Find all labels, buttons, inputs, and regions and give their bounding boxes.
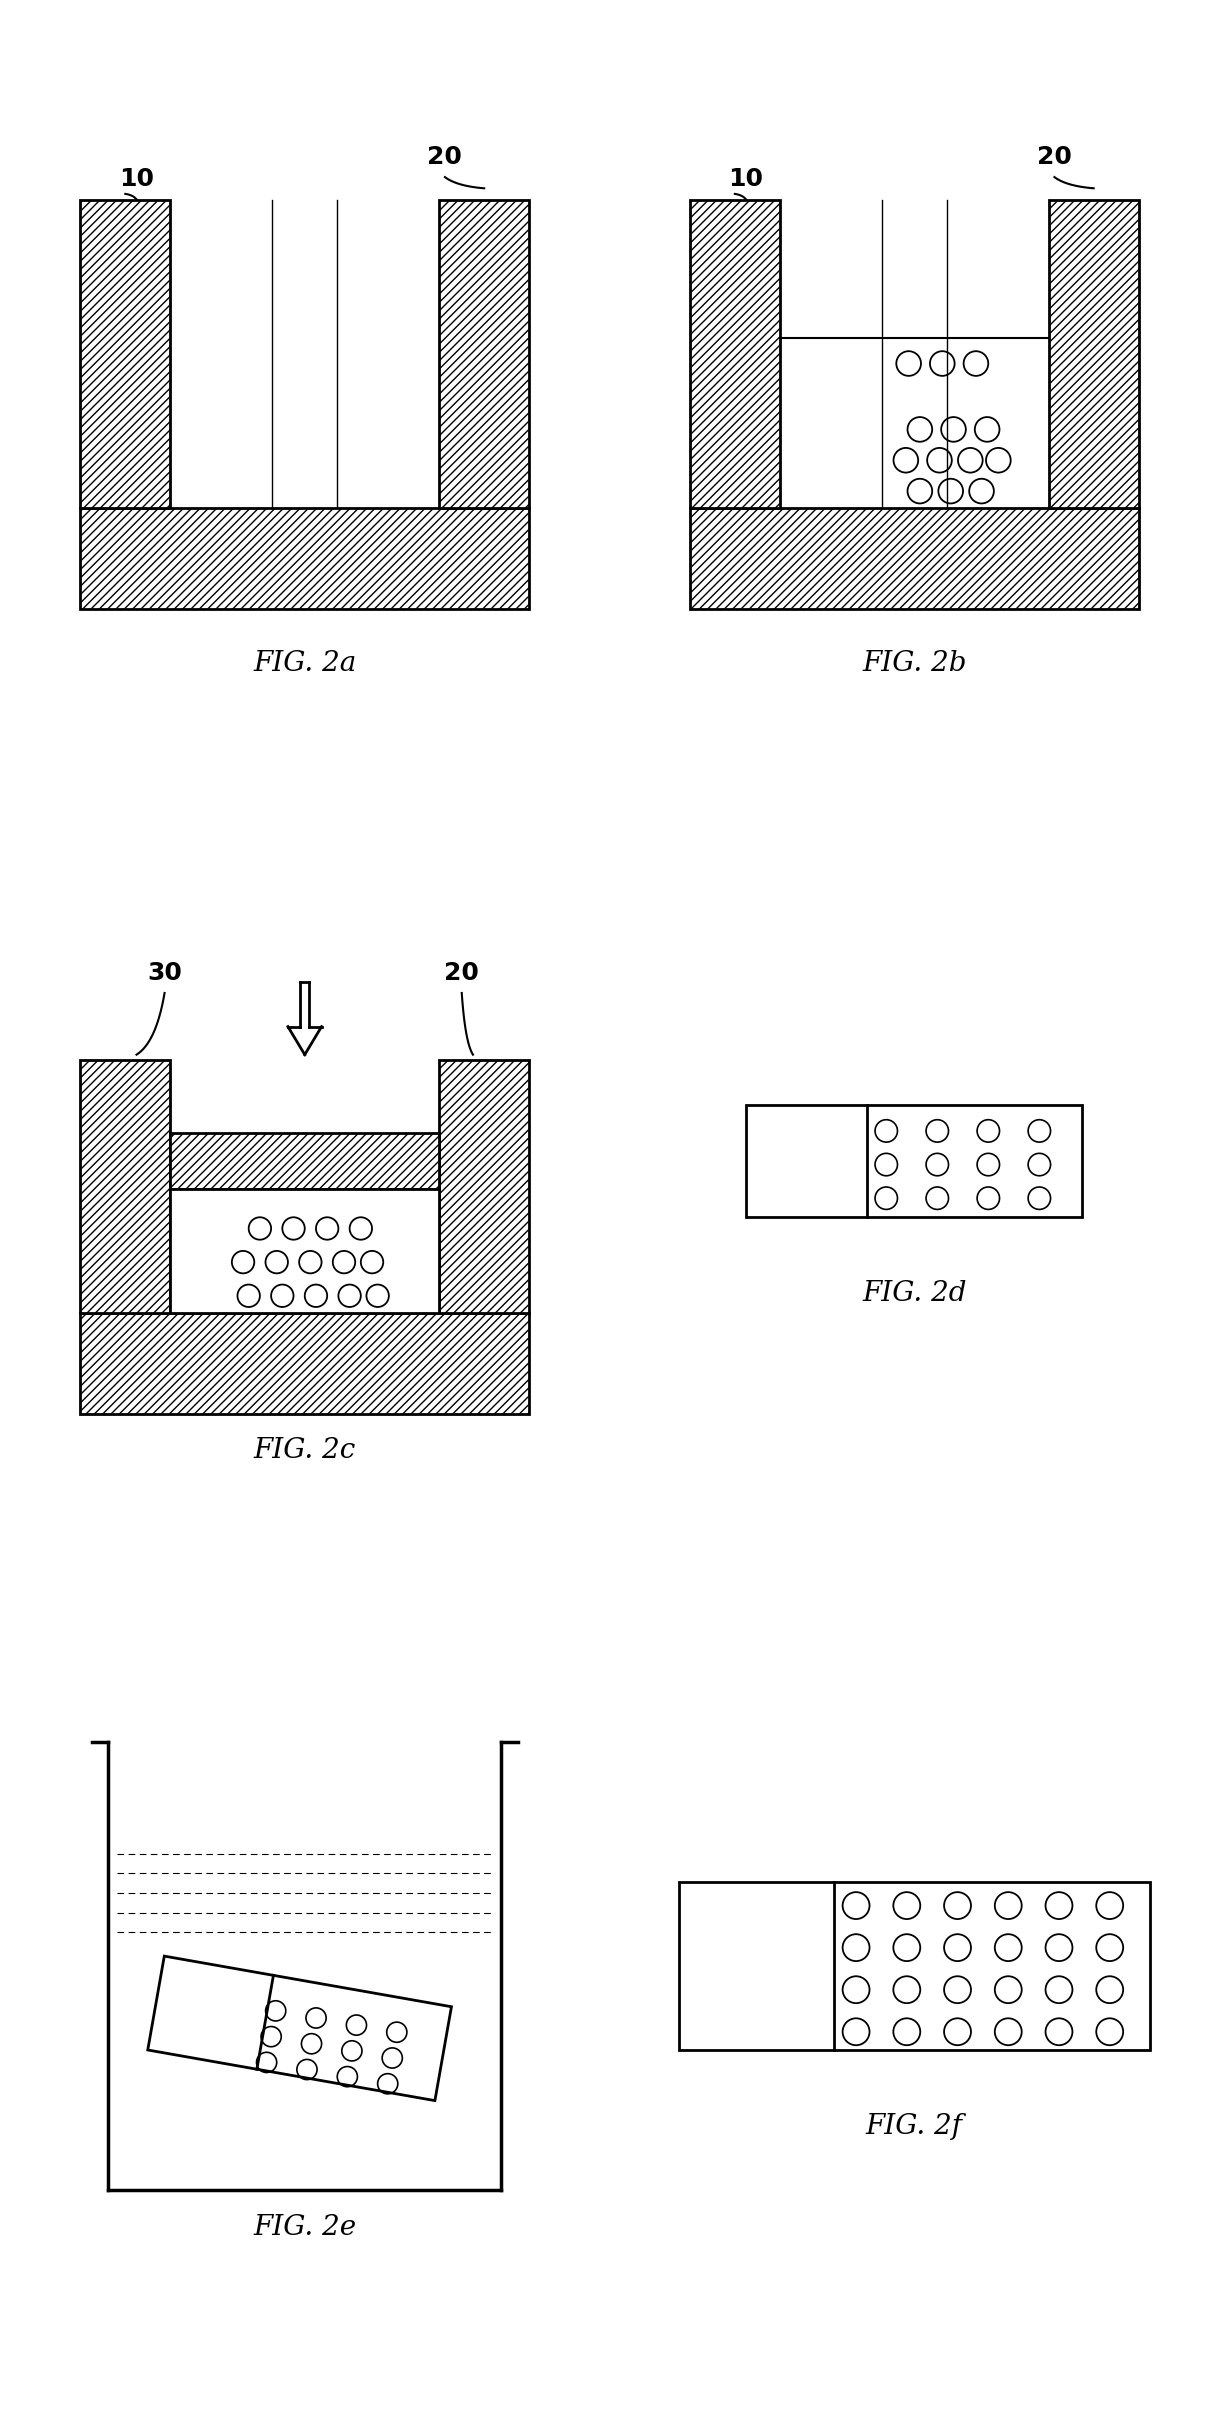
Bar — [171, 1133, 439, 1189]
Bar — [80, 1061, 171, 1313]
Bar — [80, 199, 171, 507]
Bar — [80, 199, 171, 507]
Bar — [690, 199, 780, 507]
Text: 10: 10 — [119, 167, 154, 192]
Bar — [80, 507, 529, 609]
Text: 20: 20 — [444, 961, 479, 985]
Bar — [746, 1104, 1082, 1218]
Bar — [439, 1061, 529, 1313]
Bar — [80, 1313, 529, 1413]
Text: 20: 20 — [428, 146, 462, 167]
Bar — [171, 1189, 439, 1313]
Text: FIG. 2f: FIG. 2f — [865, 2114, 963, 2141]
Text: FIG. 2c: FIG. 2c — [254, 1437, 356, 1463]
Bar — [1048, 199, 1139, 507]
Bar — [439, 1061, 529, 1313]
Text: 30: 30 — [147, 961, 182, 985]
Text: FIG. 2d: FIG. 2d — [862, 1281, 967, 1308]
Polygon shape — [147, 1956, 451, 2102]
Text: 10: 10 — [729, 167, 763, 192]
Bar — [1048, 199, 1139, 507]
Bar — [171, 1133, 439, 1189]
Bar — [690, 507, 1139, 609]
Bar — [679, 1881, 1150, 2051]
Bar — [80, 1061, 171, 1313]
Bar — [690, 199, 780, 507]
Bar — [80, 507, 529, 609]
Text: FIG. 2a: FIG. 2a — [254, 650, 356, 677]
Text: FIG. 2e: FIG. 2e — [254, 2213, 356, 2240]
Bar — [690, 507, 1139, 609]
Text: FIG. 2b: FIG. 2b — [862, 650, 967, 677]
Bar — [439, 199, 529, 507]
Text: 20: 20 — [1037, 146, 1072, 167]
Bar — [439, 199, 529, 507]
Bar — [80, 1313, 529, 1413]
